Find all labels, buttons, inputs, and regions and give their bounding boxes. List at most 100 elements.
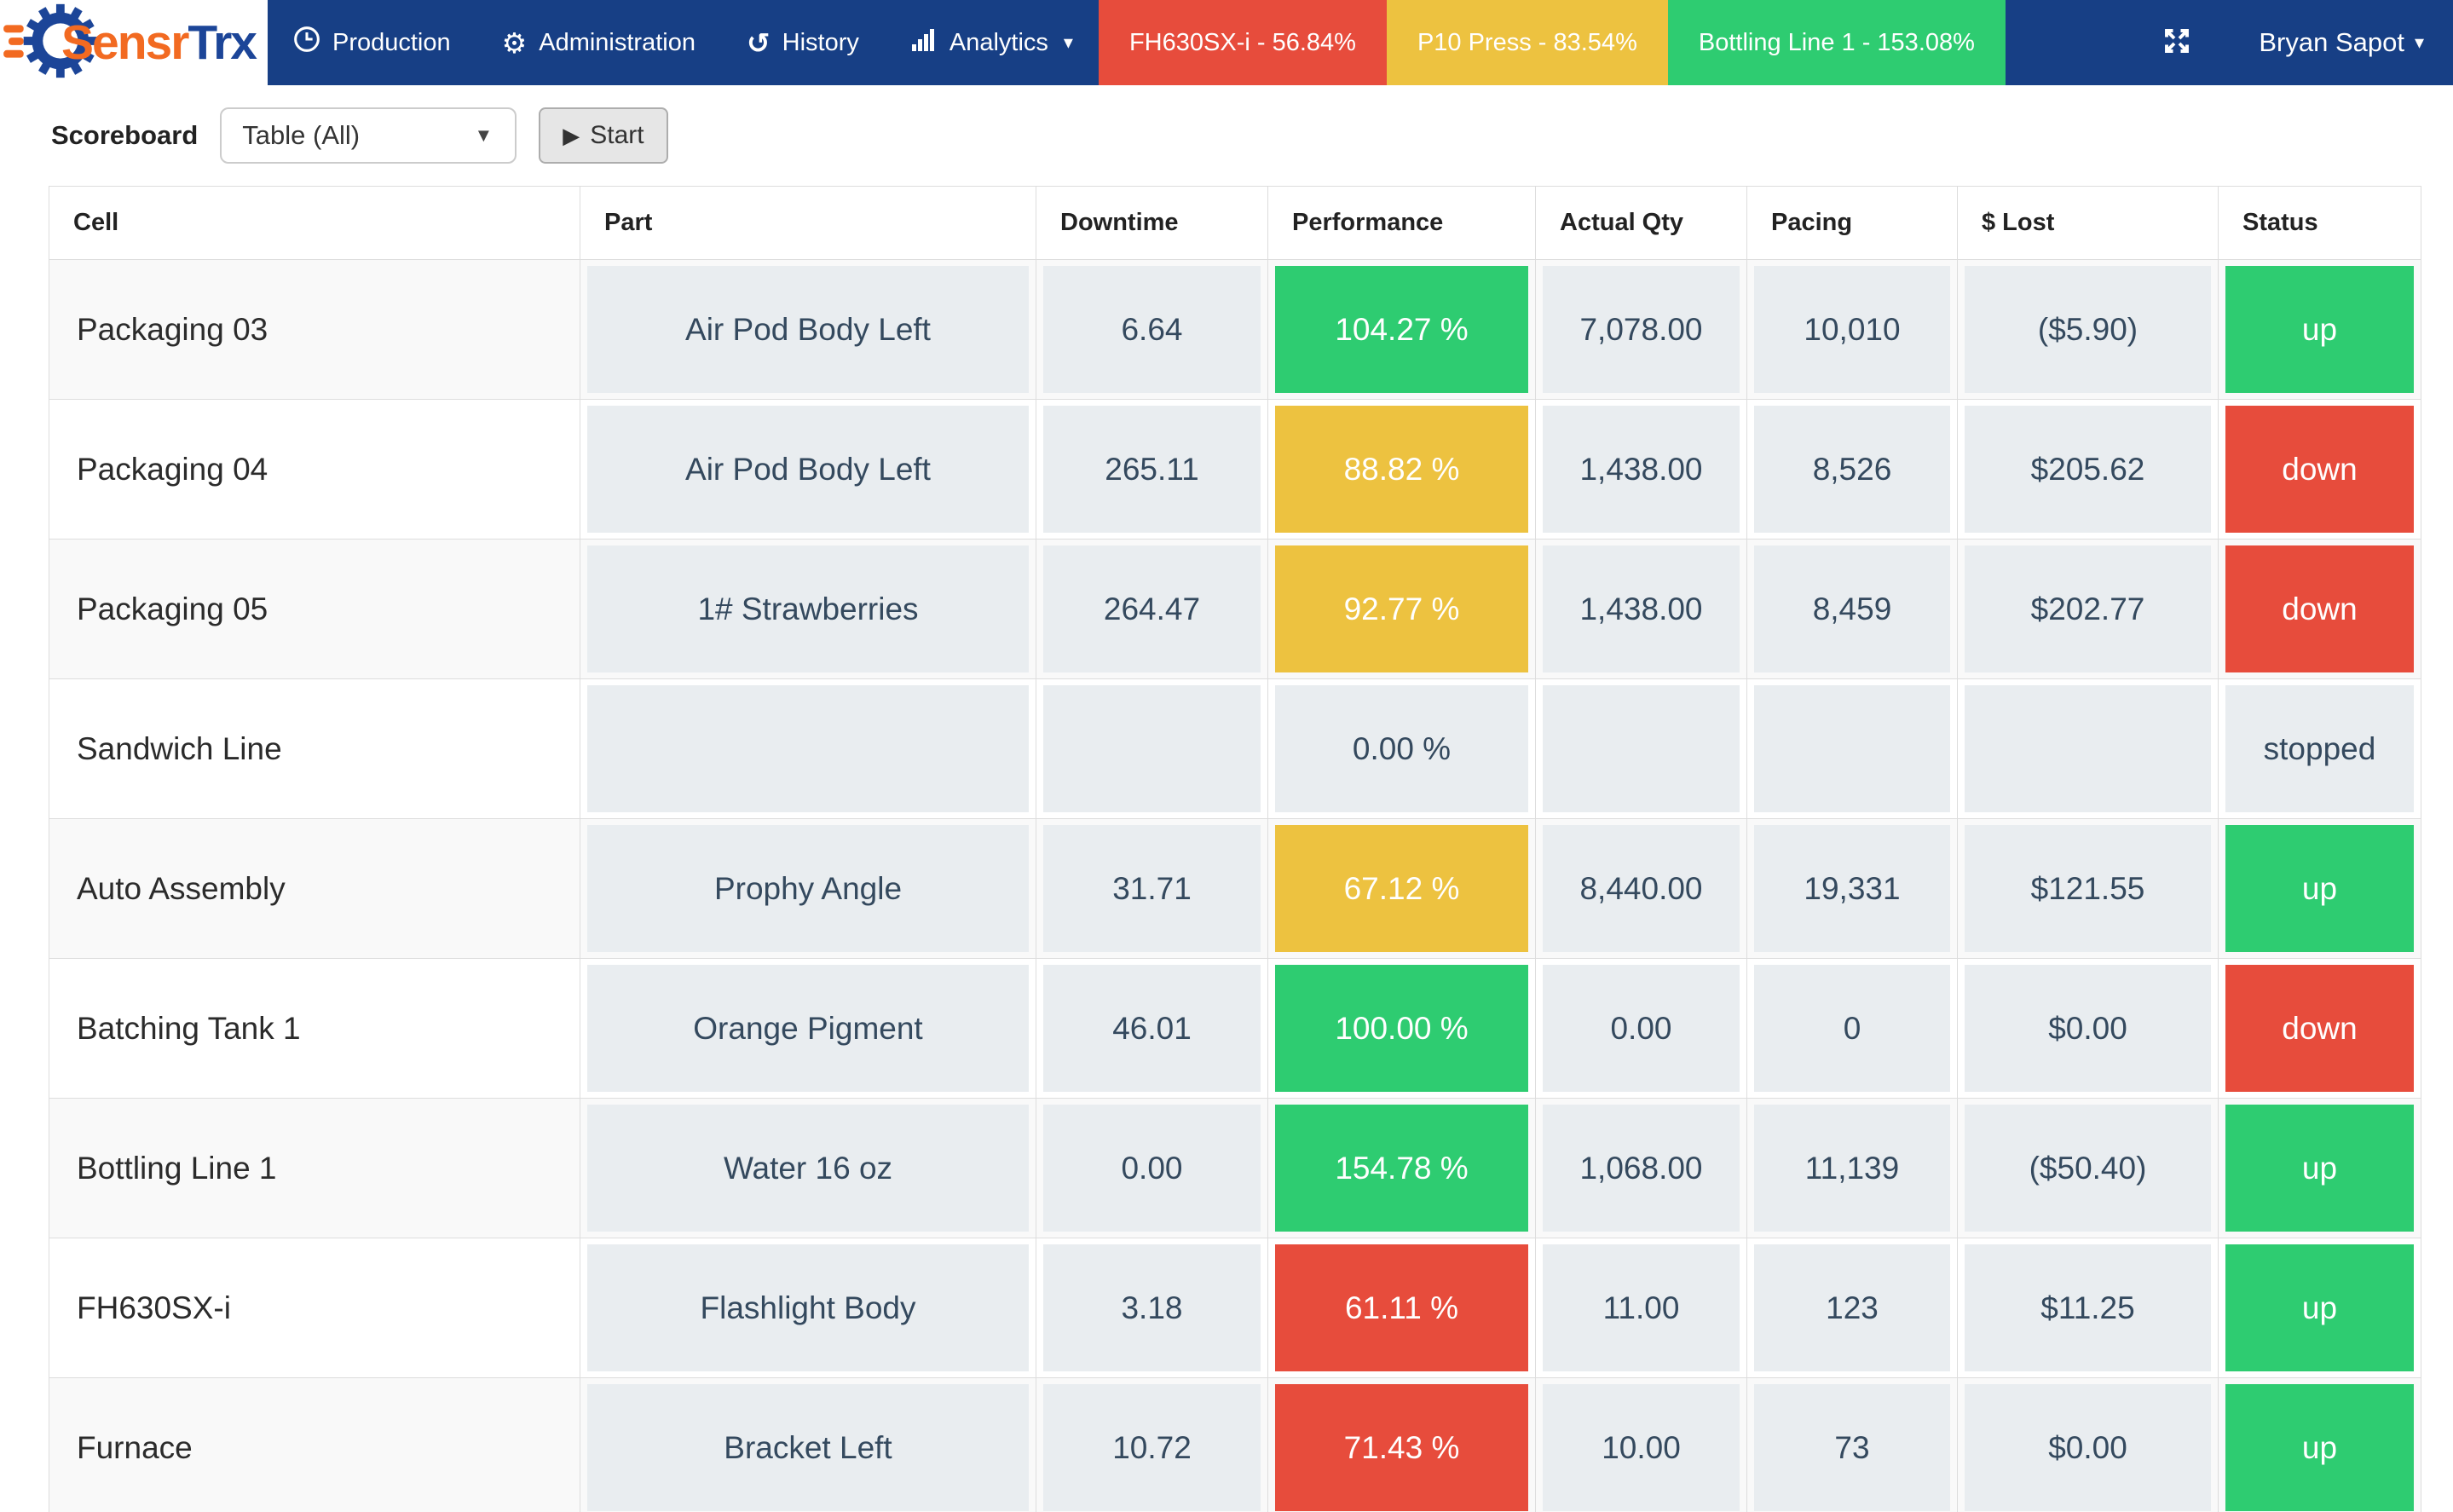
start-button-label: Start — [590, 121, 644, 149]
machine-status-button[interactable]: FH630SX-i - 56.84% — [1098, 0, 1387, 85]
actual-qty-cell: 8,440.00 — [1535, 818, 1747, 959]
lost-cell: $205.62 — [1957, 399, 2219, 540]
table-row: Sandwich Line 0.00 % stopped — [49, 678, 2421, 819]
pacing-value: 10,010 — [1754, 266, 1950, 393]
performance-badge: 104.27 % — [1275, 266, 1528, 393]
pacing-value: 11,139 — [1754, 1105, 1950, 1232]
part-value: Flashlight Body — [587, 1244, 1029, 1371]
brand-logo[interactable]: SensrTrx — [0, 0, 268, 85]
performance-cell: 100.00 % — [1267, 958, 1536, 1099]
play-icon: ▶ — [563, 122, 580, 148]
table-header-row: Cell Part Downtime Performance Actual Qty Pac… — [49, 186, 2421, 260]
pacing-value: 73 — [1754, 1384, 1950, 1511]
pacing-value: 123 — [1754, 1244, 1950, 1371]
pacing-cell: 10,010 — [1746, 259, 1958, 400]
part-cell: Orange Pigment — [580, 958, 1036, 1099]
lost-cell — [1957, 678, 2219, 819]
chevron-down-icon: ▾ — [2414, 32, 2424, 53]
lost-cell: $0.00 — [1957, 1377, 2219, 1512]
downtime-cell: 264.47 — [1036, 539, 1268, 679]
actual-qty-value: 7,078.00 — [1543, 266, 1740, 393]
lost-value: $0.00 — [1965, 965, 2211, 1092]
part-cell: Air Pod Body Left — [580, 259, 1036, 400]
actual-qty-cell: 0.00 — [1535, 958, 1747, 1099]
status-cell: up — [2218, 1377, 2421, 1512]
table-row: Bottling Line 1 Water 16 oz 0.00 154.78 … — [49, 1098, 2421, 1238]
table-row: Packaging 04 Air Pod Body Left 265.11 88… — [49, 399, 2421, 540]
part-cell: 1# Strawberries — [580, 539, 1036, 679]
select-caret-icon: ▼ — [474, 124, 493, 146]
nav-items: Production ⚙ Administration ↺ History An… — [268, 0, 1099, 85]
part-value: Air Pod Body Left — [587, 406, 1029, 533]
downtime-cell: 265.11 — [1036, 399, 1268, 540]
cell-name: Batching Tank 1 — [49, 958, 580, 1099]
table-row: FH630SX-i Flashlight Body 3.18 61.11 % 1… — [49, 1238, 2421, 1378]
part-value: Water 16 oz — [587, 1105, 1029, 1232]
performance-cell: 104.27 % — [1267, 259, 1536, 400]
start-button[interactable]: ▶ Start — [539, 107, 668, 164]
performance-cell: 0.00 % — [1267, 678, 1536, 819]
actual-qty-cell: 1,438.00 — [1535, 539, 1747, 679]
expand-arrows-icon — [2162, 26, 2192, 61]
cell-name: Sandwich Line — [49, 678, 580, 819]
nav-item-production[interactable]: Production — [268, 0, 476, 85]
actual-qty-value: 10.00 — [1543, 1384, 1740, 1511]
status-badge: up — [2225, 1384, 2414, 1511]
part-cell: Water 16 oz — [580, 1098, 1036, 1238]
nav-item-administration[interactable]: ⚙ Administration — [476, 0, 721, 85]
table-row: Furnace Bracket Left 10.72 71.43 % 10.00… — [49, 1377, 2421, 1512]
fullscreen-button[interactable] — [2162, 26, 2192, 61]
user-menu[interactable]: Bryan Sapot ▾ — [2259, 27, 2424, 58]
actual-qty-value: 11.00 — [1543, 1244, 1740, 1371]
status-cell: up — [2218, 1238, 2421, 1378]
performance-badge: 0.00 % — [1275, 685, 1528, 812]
lost-value: $202.77 — [1965, 545, 2211, 672]
lost-value: $0.00 — [1965, 1384, 2211, 1511]
performance-cell: 61.11 % — [1267, 1238, 1536, 1378]
status-cell: down — [2218, 539, 2421, 679]
lost-value: ($5.90) — [1965, 266, 2211, 393]
scoreboard-view-select[interactable]: Table (All) ▼ — [220, 107, 517, 164]
actual-qty-cell: 11.00 — [1535, 1238, 1747, 1378]
machine-status-button[interactable]: P10 Press - 83.54% — [1386, 0, 1668, 85]
part-value: Prophy Angle — [587, 825, 1029, 952]
performance-badge: 88.82 % — [1275, 406, 1528, 533]
column-header: $ Lost — [1957, 186, 2219, 260]
part-value: Bracket Left — [587, 1384, 1029, 1511]
nav-item-analytics[interactable]: Analytics ▾ — [885, 0, 1099, 85]
status-cell: up — [2218, 818, 2421, 959]
column-header: Part — [580, 186, 1036, 260]
column-header: Downtime — [1036, 186, 1268, 260]
part-cell: Flashlight Body — [580, 1238, 1036, 1378]
actual-qty-cell: 7,078.00 — [1535, 259, 1747, 400]
downtime-cell: 31.71 — [1036, 818, 1268, 959]
actual-qty-value: 8,440.00 — [1543, 825, 1740, 952]
lost-cell: $11.25 — [1957, 1238, 2219, 1378]
status-cell: stopped — [2218, 678, 2421, 819]
actual-qty-value: 1,068.00 — [1543, 1105, 1740, 1232]
scoreboard-toolbar: Scoreboard Table (All) ▼ ▶ Start — [51, 107, 2453, 164]
status-cell: down — [2218, 399, 2421, 540]
performance-badge: 67.12 % — [1275, 825, 1528, 952]
column-header: Performance — [1267, 186, 1536, 260]
cell-name: Packaging 05 — [49, 539, 580, 679]
downtime-cell: 0.00 — [1036, 1098, 1268, 1238]
performance-cell: 154.78 % — [1267, 1098, 1536, 1238]
scoreboard-table-container: Cell Part Downtime Performance Actual Qty Pac… — [49, 186, 2421, 1512]
status-badge: up — [2225, 266, 2414, 393]
performance-cell: 88.82 % — [1267, 399, 1536, 540]
downtime-cell: 46.01 — [1036, 958, 1268, 1099]
pacing-value: 8,459 — [1754, 545, 1950, 672]
nav-item-history[interactable]: ↺ History — [721, 0, 885, 85]
machine-status-button[interactable]: Bottling Line 1 - 153.08% — [1667, 0, 2006, 85]
downtime-cell: 3.18 — [1036, 1238, 1268, 1378]
table-row: Batching Tank 1 Orange Pigment 46.01 100… — [49, 958, 2421, 1099]
pacing-cell: 0 — [1746, 958, 1958, 1099]
cell-name: Packaging 03 — [49, 259, 580, 400]
part-cell: Prophy Angle — [580, 818, 1036, 959]
part-value — [587, 685, 1029, 812]
cell-name: Auto Assembly — [49, 818, 580, 959]
downtime-value: 10.72 — [1043, 1384, 1261, 1511]
gear-icon: ⚙ — [501, 26, 528, 60]
